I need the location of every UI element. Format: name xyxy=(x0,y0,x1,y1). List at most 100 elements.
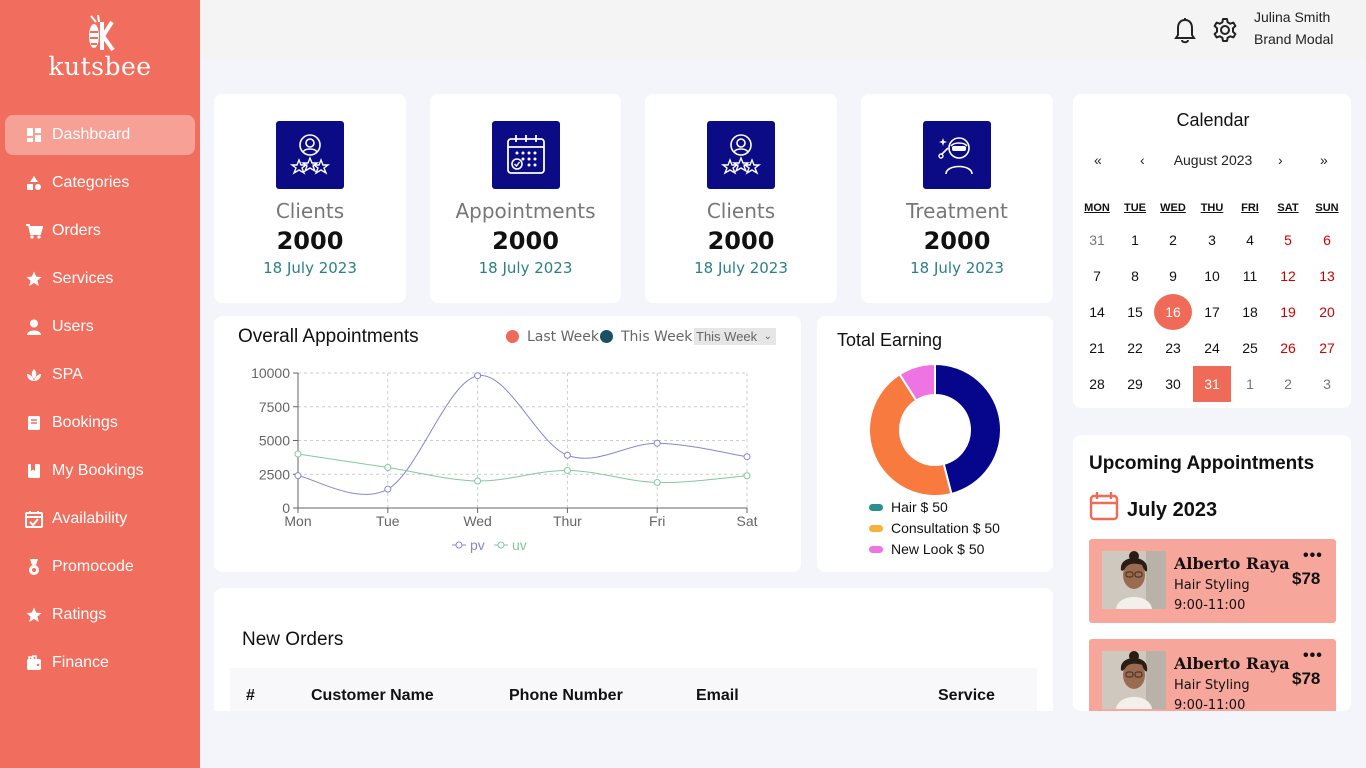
legend-marker-pv xyxy=(455,541,463,549)
y-tick-label: 0 xyxy=(282,500,290,516)
calendar-day[interactable]: 16 xyxy=(1154,294,1192,330)
x-tick-label: Wed xyxy=(463,513,492,529)
calendar-prev-button[interactable]: ‹ xyxy=(1140,152,1145,168)
calendar-day[interactable]: 25 xyxy=(1242,340,1258,356)
legend-label-uv: uv xyxy=(512,537,527,553)
calendar-day[interactable]: 7 xyxy=(1093,268,1101,284)
calendar-day[interactable]: 2 xyxy=(1169,232,1177,248)
data-point-pv xyxy=(384,485,392,493)
calendar-day[interactable]: 29 xyxy=(1127,376,1143,392)
week-select[interactable]: This Week ⌄ xyxy=(694,328,776,345)
x-tick-label: Mon xyxy=(284,513,311,529)
column-header[interactable]: # xyxy=(246,687,255,704)
calendar-day[interactable]: 28 xyxy=(1089,376,1105,392)
sidebar-item-users[interactable]: Users xyxy=(5,307,195,347)
data-point-uv xyxy=(294,450,302,458)
calendar-day[interactable]: 3 xyxy=(1323,376,1331,392)
column-header[interactable]: Phone Number xyxy=(509,687,623,704)
stat-card-treatment[interactable]: Treatment 2000 18 July 2023 xyxy=(861,94,1053,303)
calendar-day[interactable]: 9 xyxy=(1169,268,1177,284)
line-chart: 0 2500 5000 7500 10000 Mon Tue Wed Thur Fri Sat pv u… xyxy=(251,365,758,553)
calendar-day[interactable]: 14 xyxy=(1089,304,1105,320)
calendar-next-button[interactable]: › xyxy=(1278,152,1283,168)
calendar-day[interactable]: 19 xyxy=(1280,304,1296,320)
calendar-day[interactable]: 17 xyxy=(1204,304,1220,320)
book-icon xyxy=(25,414,43,432)
calendar-day[interactable]: 21 xyxy=(1089,340,1105,356)
weekday-label: MON xyxy=(1084,202,1110,214)
column-header[interactable]: Email xyxy=(696,687,739,704)
upcoming-month: July 2023 xyxy=(1127,499,1218,521)
sidebar-item-services[interactable]: Services xyxy=(5,259,195,299)
calendar-day[interactable]: 20 xyxy=(1319,304,1335,320)
sidebar-item-availability[interactable]: Availability xyxy=(5,499,195,539)
calendar-day[interactable]: 11 xyxy=(1242,268,1258,284)
calendar-day[interactable]: 31 xyxy=(1193,366,1231,402)
sidebar-item-label: My Bookings xyxy=(52,462,144,479)
column-header[interactable]: Service xyxy=(938,687,995,704)
data-point-uv xyxy=(563,466,571,474)
client-name: Alberto Raya xyxy=(1174,654,1290,673)
data-point-pv xyxy=(474,372,482,380)
sidebar-item-promocode[interactable]: Promocode xyxy=(5,547,195,587)
calendar-day[interactable]: 18 xyxy=(1242,304,1258,320)
calendar-day[interactable]: 1 xyxy=(1246,376,1254,392)
sidebar-item-bookings[interactable]: Bookings xyxy=(5,403,195,443)
calendar-day[interactable]: 31 xyxy=(1089,232,1105,248)
star-icon xyxy=(25,270,43,288)
sidebar-item-spa[interactable]: SPA xyxy=(5,355,195,395)
calendar-day[interactable]: 4 xyxy=(1246,232,1254,248)
calendar-title: Calendar xyxy=(1176,110,1250,130)
stat-card-clients[interactable]: Clients 2000 18 July 2023 xyxy=(645,94,837,303)
calendar-day[interactable]: 10 xyxy=(1204,268,1220,284)
sidebar-item-dashboard[interactable]: Dashboard xyxy=(5,115,195,155)
sidebar-item-label: Finance xyxy=(52,654,109,671)
more-icon[interactable]: ••• xyxy=(1303,547,1323,564)
calendar-day[interactable]: 2 xyxy=(1284,376,1292,392)
calendar-day[interactable]: 24 xyxy=(1204,340,1220,356)
calendar-day[interactable]: 6 xyxy=(1323,232,1331,248)
calendar-day[interactable]: 26 xyxy=(1280,340,1296,356)
upcoming-card: Upcoming Appointments July 2023 Alberto … xyxy=(1073,435,1351,711)
sidebar-item-my-bookings[interactable]: My Bookings xyxy=(5,451,195,491)
sidebar-item-categories[interactable]: Categories xyxy=(5,163,195,203)
calendar-day[interactable]: 30 xyxy=(1165,376,1181,392)
calendar-day[interactable]: 13 xyxy=(1319,268,1335,284)
data-point-pv xyxy=(653,439,661,447)
sidebar-item-ratings[interactable]: Ratings xyxy=(5,595,195,635)
brand-logo[interactable]: kutsbee xyxy=(0,14,200,82)
upcoming-title: Upcoming Appointments xyxy=(1089,453,1315,474)
column-header[interactable]: Customer Name xyxy=(311,687,434,704)
sidebar-item-orders[interactable]: Orders xyxy=(5,211,195,251)
dashboard-icon xyxy=(25,126,43,144)
calendar-day[interactable]: 5 xyxy=(1284,232,1292,248)
calendar-day[interactable]: 23 xyxy=(1165,340,1181,356)
brand-name: kutsbee xyxy=(48,52,152,81)
calendar-day[interactable]: 3 xyxy=(1208,232,1216,248)
calendar-day[interactable]: 27 xyxy=(1319,340,1335,356)
calendar-month[interactable]: August 2023 xyxy=(1173,152,1253,168)
gear-icon[interactable] xyxy=(1212,17,1238,48)
calendar-next-year-button[interactable]: » xyxy=(1320,152,1328,168)
bookmark-icon xyxy=(25,462,43,480)
donut-slice-hair xyxy=(934,362,1002,496)
calendar-day[interactable]: 15 xyxy=(1127,304,1143,320)
calendar-prev-year-button[interactable]: « xyxy=(1094,152,1102,168)
sidebar-item-label: SPA xyxy=(52,366,83,383)
stat-card-appointments[interactable]: Appointments 2000 18 July 2023 xyxy=(430,94,621,303)
sidebar-item-finance[interactable]: Finance xyxy=(5,643,195,683)
stat-title: Clients xyxy=(275,199,345,223)
x-tick-label: Tue xyxy=(376,513,400,529)
more-icon[interactable]: ••• xyxy=(1303,647,1323,664)
x-tick-label: Sat xyxy=(736,513,757,529)
bell-icon[interactable] xyxy=(1173,17,1197,50)
calendar-day[interactable]: 8 xyxy=(1131,268,1139,284)
calendar-day[interactable]: 22 xyxy=(1127,340,1143,356)
user-name[interactable]: Julina Smith xyxy=(1254,9,1331,25)
appointment-card[interactable]: Alberto Raya Hair Styling 9:00-11:00 •••… xyxy=(1089,539,1336,623)
appointment-card[interactable]: Alberto Raya Hair Styling 9:00-11:00 •••… xyxy=(1089,639,1336,711)
sidebar-item-label: Bookings xyxy=(52,414,118,431)
calendar-day[interactable]: 1 xyxy=(1131,232,1139,248)
calendar-day[interactable]: 12 xyxy=(1280,268,1296,284)
stat-card-clients[interactable]: Clients 2000 18 July 2023 xyxy=(214,94,406,303)
